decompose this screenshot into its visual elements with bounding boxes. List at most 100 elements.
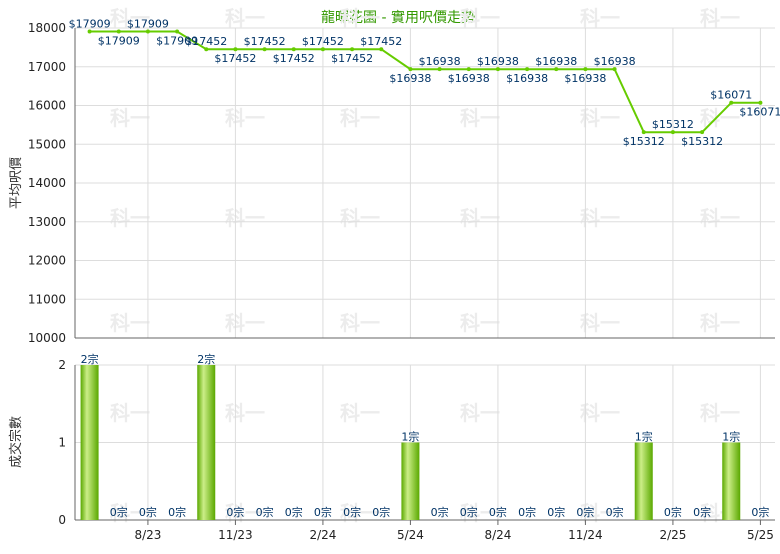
watermark-text: 科一 (580, 311, 620, 335)
price-point (525, 67, 530, 72)
count-tick-label: 1 (58, 436, 66, 450)
count-bar (634, 442, 653, 520)
price-point-label: $17452 (302, 35, 344, 48)
watermark-text: 科一 (110, 501, 150, 525)
price-line (89, 30, 761, 134)
price-point-label: $16938 (448, 72, 490, 85)
watermark-text: 科一 (340, 401, 380, 425)
watermark-text: 科一 (460, 311, 500, 335)
watermark-text: 科一 (580, 106, 620, 130)
price-point-label: $15312 (681, 135, 723, 148)
count-bar-label: 0宗 (431, 505, 449, 519)
bar-layer (80, 365, 741, 520)
price-point-label: $15312 (652, 118, 694, 131)
price-point (554, 67, 559, 72)
price-point-label: $16071 (710, 89, 752, 102)
count-bar (80, 365, 99, 520)
price-point-label: $16938 (564, 72, 606, 85)
watermark-text: 科一 (110, 311, 150, 335)
price-point-label: $17909 (69, 18, 111, 31)
price-tick-label: 18000 (28, 21, 66, 35)
line-layer (87, 29, 763, 135)
price-point (758, 100, 763, 105)
price-point-label: $16938 (419, 55, 461, 68)
count-tick-label: 2 (58, 358, 66, 372)
price-tick-label: 15000 (28, 137, 66, 151)
watermark-text: 科一 (460, 501, 500, 525)
count-bar-label: 0宗 (518, 505, 536, 519)
count-bar-label: 1宗 (722, 430, 740, 444)
price-point (350, 47, 355, 52)
count-bar-label: 0宗 (489, 505, 507, 519)
price-point (87, 29, 92, 34)
price-point (729, 100, 734, 105)
price-point-label: $17909 (127, 18, 169, 31)
count-bar-label: 2宗 (81, 352, 99, 366)
watermark-text: 科一 (580, 501, 620, 525)
price-point (495, 67, 500, 72)
price-point (320, 47, 325, 52)
count-bar-label: 1宗 (635, 430, 653, 444)
label-layer: 2宗 0宗 0宗 0宗 2宗 0宗 0宗 0宗 0宗 0宗 0宗 1宗 0宗 0宗 0宗 0宗 0宗 0宗 0宗 1宗… (69, 18, 780, 519)
price-point (204, 47, 209, 52)
count-bar-label: 1宗 (401, 430, 419, 444)
price-tick-label: 13000 (28, 215, 66, 229)
count-bar-label: 0宗 (372, 505, 390, 519)
count-bar (197, 365, 216, 520)
price-point-label: $17452 (244, 35, 286, 48)
watermark-text: 科一 (225, 501, 265, 525)
watermark-text: 科一 (225, 311, 265, 335)
price-point-label: $17452 (273, 52, 315, 65)
price-point-label: $16938 (477, 55, 519, 68)
watermark-text: 科一 (580, 206, 620, 230)
price-point (437, 67, 442, 72)
count-tick-label: 0 (58, 513, 66, 527)
price-point-label: $17452 (185, 35, 227, 48)
watermark-text: 科一 (340, 501, 380, 525)
watermark-text: 科一 (225, 6, 265, 30)
watermark-text: 科一 (340, 311, 380, 335)
price-tick-label: 10000 (28, 331, 66, 345)
watermark-text: 科一 (460, 206, 500, 230)
price-point-label: $17452 (360, 35, 402, 48)
price-axis-label: 平均呎價 (9, 157, 24, 209)
count-bar-label: 2宗 (197, 352, 215, 366)
x-tick-label: 2/24 (309, 528, 336, 542)
price-point-label: $16071 (739, 106, 780, 119)
count-bar-label: 0宗 (693, 505, 711, 519)
count-bar-label: 0宗 (606, 505, 624, 519)
count-axis-label: 成交宗數 (8, 416, 24, 468)
price-point-label: $16938 (535, 55, 577, 68)
price-point (116, 29, 121, 34)
price-point (670, 130, 675, 135)
x-tick-label: 2/25 (659, 528, 686, 542)
x-tick-label: 8/24 (484, 528, 511, 542)
x-tick-label: 5/25 (747, 528, 774, 542)
price-point (700, 130, 705, 135)
count-bar (722, 442, 741, 520)
count-bar-label: 0宗 (110, 505, 128, 519)
x-tick-label: 8/23 (134, 528, 161, 542)
price-point-label: $16938 (389, 72, 431, 85)
x-tick-label: 11/24 (568, 528, 603, 542)
watermark-text: 科一 (110, 106, 150, 130)
x-tick-label: 11/23 (218, 528, 253, 542)
price-tick-label: 17000 (28, 60, 66, 74)
price-point (291, 47, 296, 52)
watermark-text: 科一 (340, 6, 380, 30)
count-bar-label: 0宗 (547, 505, 565, 519)
watermark-text: 科一 (460, 401, 500, 425)
price-point-label: $16938 (506, 72, 548, 85)
price-point-label: $15312 (623, 135, 665, 148)
price-tick-label: 12000 (28, 254, 66, 268)
count-bar-label: 0宗 (285, 505, 303, 519)
count-bar-label: 0宗 (314, 505, 332, 519)
price-tick-label: 14000 (28, 176, 66, 190)
count-bar-label: 0宗 (226, 505, 244, 519)
watermark-text: 科一 (700, 206, 740, 230)
watermark-text: 科一 (110, 206, 150, 230)
price-point (466, 67, 471, 72)
price-point (145, 29, 150, 34)
